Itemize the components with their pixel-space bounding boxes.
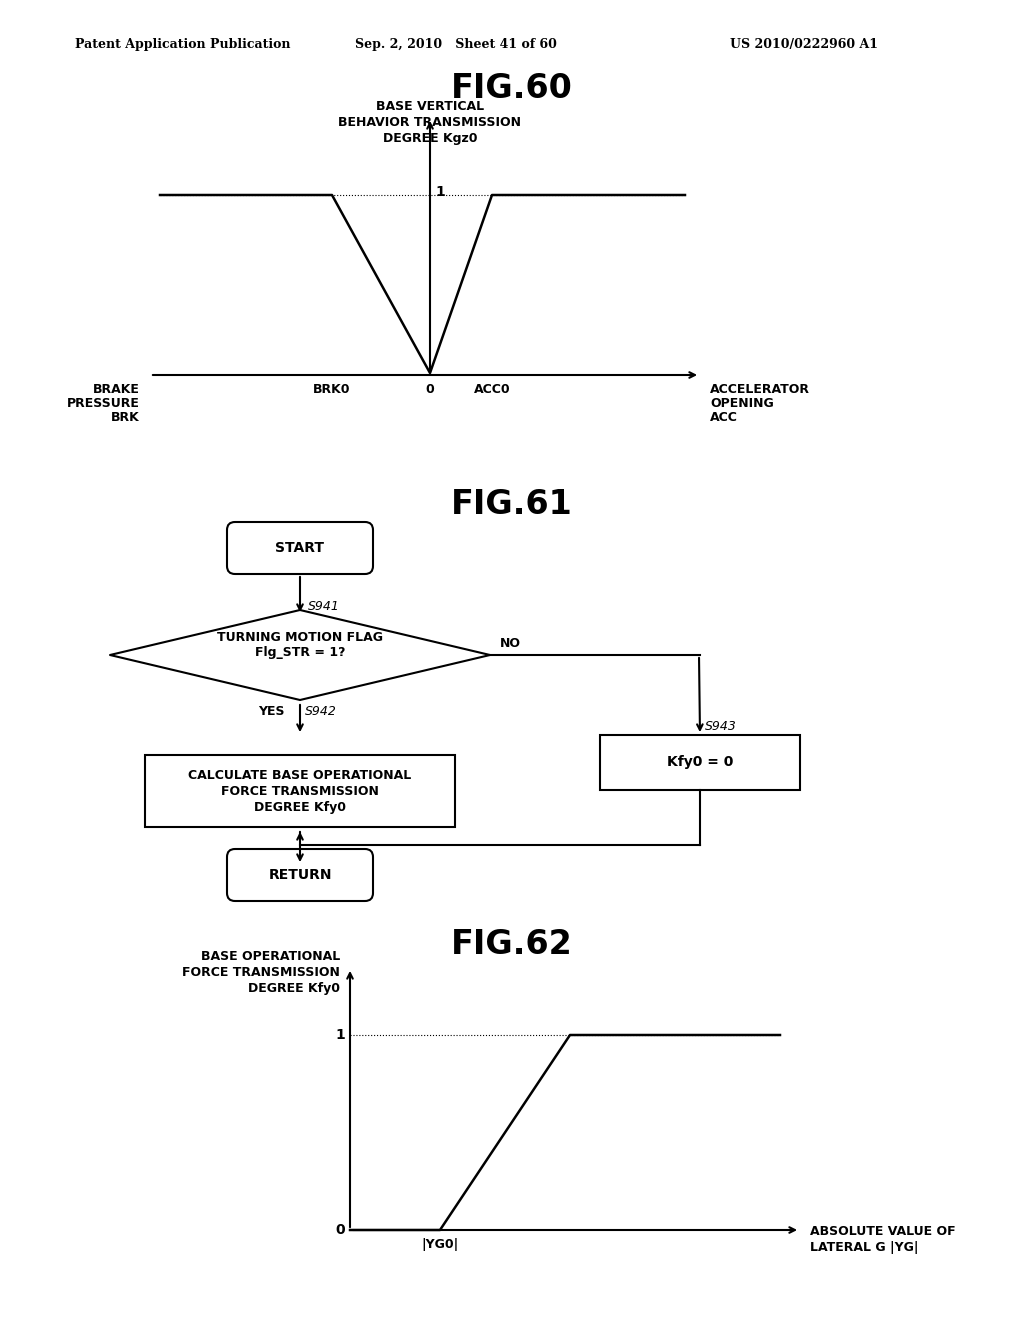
Text: FIG.62: FIG.62 (452, 928, 572, 961)
Text: 1: 1 (435, 185, 444, 199)
Text: Patent Application Publication: Patent Application Publication (75, 38, 291, 51)
Text: S943: S943 (705, 719, 737, 733)
Text: BASE VERTICAL: BASE VERTICAL (376, 100, 484, 114)
Text: PRESSURE: PRESSURE (68, 397, 140, 411)
Text: 0: 0 (426, 383, 434, 396)
Text: DEGREE Kgz0: DEGREE Kgz0 (383, 132, 477, 145)
Text: BASE OPERATIONAL: BASE OPERATIONAL (201, 950, 340, 964)
Text: S941: S941 (308, 601, 340, 612)
FancyBboxPatch shape (145, 755, 455, 828)
Polygon shape (110, 610, 490, 700)
Text: ACC0: ACC0 (474, 383, 510, 396)
FancyBboxPatch shape (227, 849, 373, 902)
Text: Sep. 2, 2010   Sheet 41 of 60: Sep. 2, 2010 Sheet 41 of 60 (355, 38, 557, 51)
Text: US 2010/0222960 A1: US 2010/0222960 A1 (730, 38, 878, 51)
Text: ACC: ACC (710, 411, 738, 424)
Text: FIG.60: FIG.60 (451, 73, 573, 106)
Text: FIG.61: FIG.61 (452, 488, 572, 521)
Text: ABSOLUTE VALUE OF: ABSOLUTE VALUE OF (810, 1225, 955, 1238)
Text: YES: YES (258, 705, 285, 718)
Text: BRAKE: BRAKE (93, 383, 140, 396)
Text: RETURN: RETURN (268, 869, 332, 882)
Text: NO: NO (500, 638, 521, 649)
FancyBboxPatch shape (600, 735, 800, 789)
Text: 0: 0 (336, 1224, 345, 1237)
Text: BRK0: BRK0 (313, 383, 351, 396)
Text: LATERAL G |YG|: LATERAL G |YG| (810, 1241, 919, 1254)
Text: FORCE TRANSMISSION: FORCE TRANSMISSION (221, 785, 379, 799)
Text: START: START (275, 541, 325, 554)
Text: CALCULATE BASE OPERATIONAL: CALCULATE BASE OPERATIONAL (188, 770, 412, 781)
Text: FORCE TRANSMISSION: FORCE TRANSMISSION (182, 966, 340, 979)
FancyBboxPatch shape (227, 521, 373, 574)
Text: TURNING MOTION FLAG
Flg_STR = 1?: TURNING MOTION FLAG Flg_STR = 1? (217, 631, 383, 659)
Text: DEGREE Kfy0: DEGREE Kfy0 (254, 801, 346, 814)
Text: |YG0|: |YG0| (421, 1238, 459, 1251)
Text: 1: 1 (335, 1028, 345, 1041)
Text: DEGREE Kfy0: DEGREE Kfy0 (248, 982, 340, 995)
Text: OPENING: OPENING (710, 397, 774, 411)
Text: BRK: BRK (112, 411, 140, 424)
Text: ACCELERATOR: ACCELERATOR (710, 383, 810, 396)
Text: BEHAVIOR TRANSMISSION: BEHAVIOR TRANSMISSION (339, 116, 521, 129)
Text: S942: S942 (305, 705, 337, 718)
Text: Kfy0 = 0: Kfy0 = 0 (667, 755, 733, 770)
